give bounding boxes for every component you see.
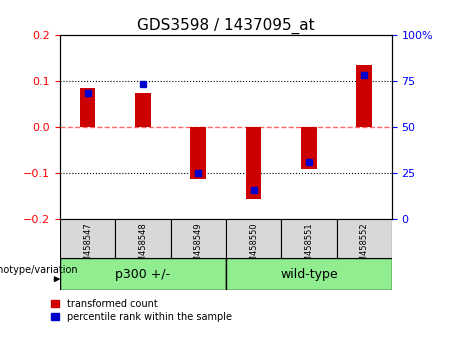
Text: wild-type: wild-type xyxy=(280,268,337,281)
Bar xyxy=(337,219,392,258)
Legend: transformed count, percentile rank within the sample: transformed count, percentile rank withi… xyxy=(51,299,231,321)
Bar xyxy=(60,219,115,258)
Text: GSM458550: GSM458550 xyxy=(249,223,258,273)
Bar xyxy=(281,219,337,258)
Text: GSM458552: GSM458552 xyxy=(360,223,369,273)
Bar xyxy=(226,219,281,258)
Bar xyxy=(190,127,206,179)
Text: GSM458549: GSM458549 xyxy=(194,223,203,273)
Text: GSM458551: GSM458551 xyxy=(304,223,313,273)
Bar xyxy=(135,93,151,127)
Bar xyxy=(115,219,171,258)
Text: genotype/variation: genotype/variation xyxy=(0,264,78,275)
Bar xyxy=(246,127,261,199)
Text: GSM458547: GSM458547 xyxy=(83,223,92,273)
Bar xyxy=(171,219,226,258)
Bar xyxy=(356,65,372,127)
Bar xyxy=(301,127,317,169)
Bar xyxy=(80,88,95,127)
Text: p300 +/-: p300 +/- xyxy=(115,268,171,281)
Bar xyxy=(226,258,392,290)
Title: GDS3598 / 1437095_at: GDS3598 / 1437095_at xyxy=(137,18,315,34)
Bar xyxy=(60,258,226,290)
Text: GSM458548: GSM458548 xyxy=(138,223,148,273)
